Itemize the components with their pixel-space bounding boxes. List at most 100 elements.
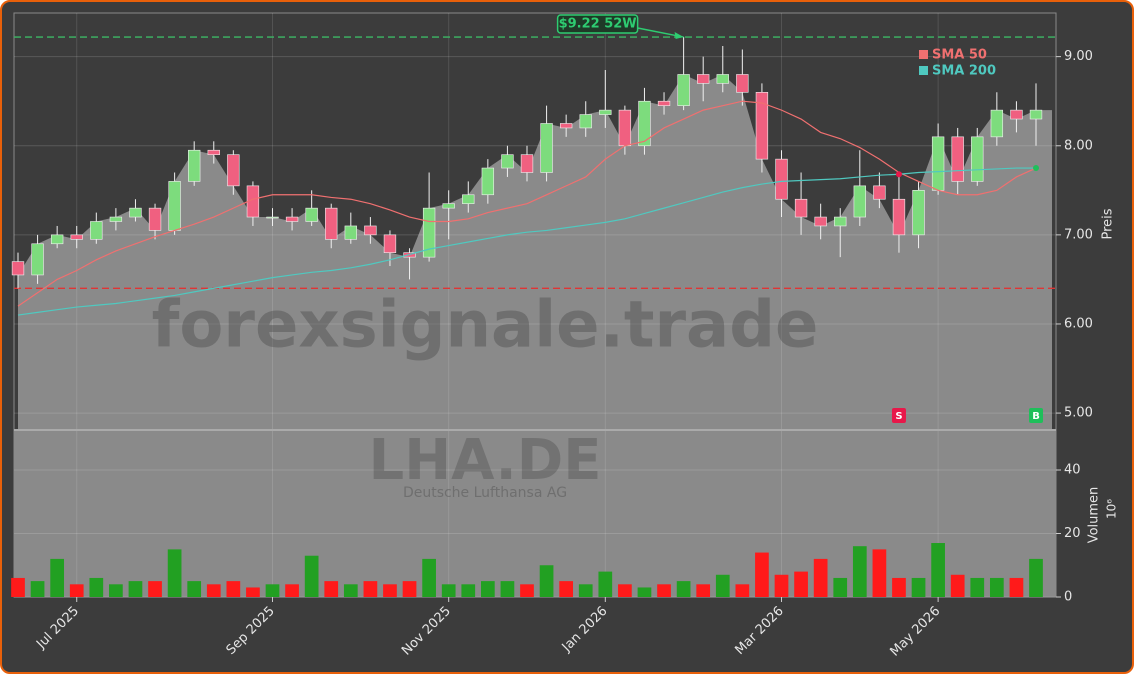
volume-bar (206, 584, 221, 597)
candle-body (364, 225, 377, 236)
volume-bar (89, 577, 104, 597)
volume-bar (324, 581, 339, 597)
volume-bar (441, 584, 456, 597)
candle-body (266, 216, 279, 219)
candle-body (853, 185, 866, 218)
volume-bar (794, 571, 808, 597)
candle-body (481, 167, 495, 196)
candle-body (50, 234, 64, 245)
annotation-arrowhead (674, 32, 684, 40)
volume-bar (11, 577, 25, 597)
volume-bar (833, 577, 848, 597)
volume-bar (246, 587, 260, 597)
candle-body (736, 74, 749, 93)
candle-body (207, 149, 220, 155)
volume-bar (500, 581, 515, 597)
candle-body (1029, 109, 1043, 120)
x-tick-label: Jan 2026 (559, 604, 611, 656)
volume-bar (696, 584, 711, 597)
volume-bar (148, 581, 162, 597)
candle-body (540, 123, 553, 173)
volume-bar (578, 584, 593, 597)
candle-body (344, 225, 357, 240)
volume-bar (852, 546, 867, 597)
volume-bar (1009, 577, 1024, 597)
candle-body (188, 149, 201, 182)
y-tick-label: 8.00 (1064, 138, 1093, 153)
candle-body (168, 181, 181, 231)
candle-body (383, 234, 397, 253)
candle-body (129, 207, 142, 218)
candle-body (951, 136, 964, 182)
signal-dot (1033, 165, 1039, 172)
y-tick-label: 6.00 (1064, 316, 1093, 331)
y-tick-label: 7.00 (1064, 227, 1093, 242)
volume-bar (950, 574, 965, 597)
volume-bar (637, 587, 652, 597)
signal-label: B (1032, 411, 1040, 422)
volume-bar (715, 574, 730, 597)
y-tick-label: 40 (1064, 463, 1081, 478)
x-tick-label: Sep 2025 (224, 604, 278, 658)
candle-body (559, 123, 573, 129)
x-tick-label: Mar 2026 (733, 604, 787, 658)
candle-body (520, 154, 534, 173)
candle-body (697, 74, 710, 84)
annotation: $9.22 52W (559, 17, 637, 32)
volume-bar (30, 581, 45, 597)
y-tick-label: 20 (1064, 526, 1081, 541)
candle-body (462, 194, 475, 204)
y-axis-label: Volumen (1087, 487, 1102, 544)
volume-bar (813, 558, 828, 597)
candle-body (599, 109, 612, 115)
candle-body (834, 216, 847, 227)
y-axis-label: Preis (1101, 208, 1116, 239)
volume-bar (343, 584, 358, 597)
y-tick-label: 9.00 (1064, 49, 1093, 64)
volume-bar (911, 577, 926, 597)
candle-body (775, 158, 788, 200)
volume-bar (559, 581, 574, 597)
volume-bar (167, 549, 182, 597)
volume-bar (931, 543, 945, 597)
candle-body (1010, 109, 1023, 120)
volume-bar (676, 581, 691, 597)
candle-body (90, 221, 103, 240)
volume-bar (735, 584, 750, 597)
candle-body (442, 203, 455, 209)
candle-body (285, 216, 299, 222)
candle-body (814, 216, 827, 227)
y-tick-label: 0 (1064, 590, 1072, 605)
candle-body (716, 74, 729, 84)
volume-bar (755, 552, 769, 597)
volume-bar (461, 584, 476, 597)
watermark: LHA.DE (369, 428, 602, 493)
volume-bar (774, 574, 789, 597)
volume-bar (422, 558, 436, 597)
volume-bar (402, 581, 417, 597)
candle-body (422, 207, 436, 258)
volume-bar (892, 577, 906, 597)
legend-label: SMA 50 (932, 48, 987, 63)
candle-body (325, 207, 338, 240)
sma-line (17, 100, 1037, 307)
y-axis-scale: 10⁶ (1105, 499, 1119, 519)
candle-body (579, 114, 592, 129)
volume-bar (285, 584, 299, 597)
sma-line (17, 167, 1036, 316)
volume-bar (304, 555, 319, 597)
volume-bar (520, 584, 534, 597)
candle-body (109, 216, 123, 222)
volume-bar (50, 558, 65, 597)
candle-body (990, 109, 1004, 138)
volume-bar (598, 571, 613, 597)
candle-body (794, 198, 808, 218)
watermark-subtitle: Deutsche Lufthansa AG (403, 485, 567, 501)
legend-swatch (919, 50, 928, 59)
volume-bar (363, 581, 378, 597)
volume-bar (872, 549, 887, 597)
candle-body (892, 198, 906, 236)
volume-bar (657, 584, 671, 597)
